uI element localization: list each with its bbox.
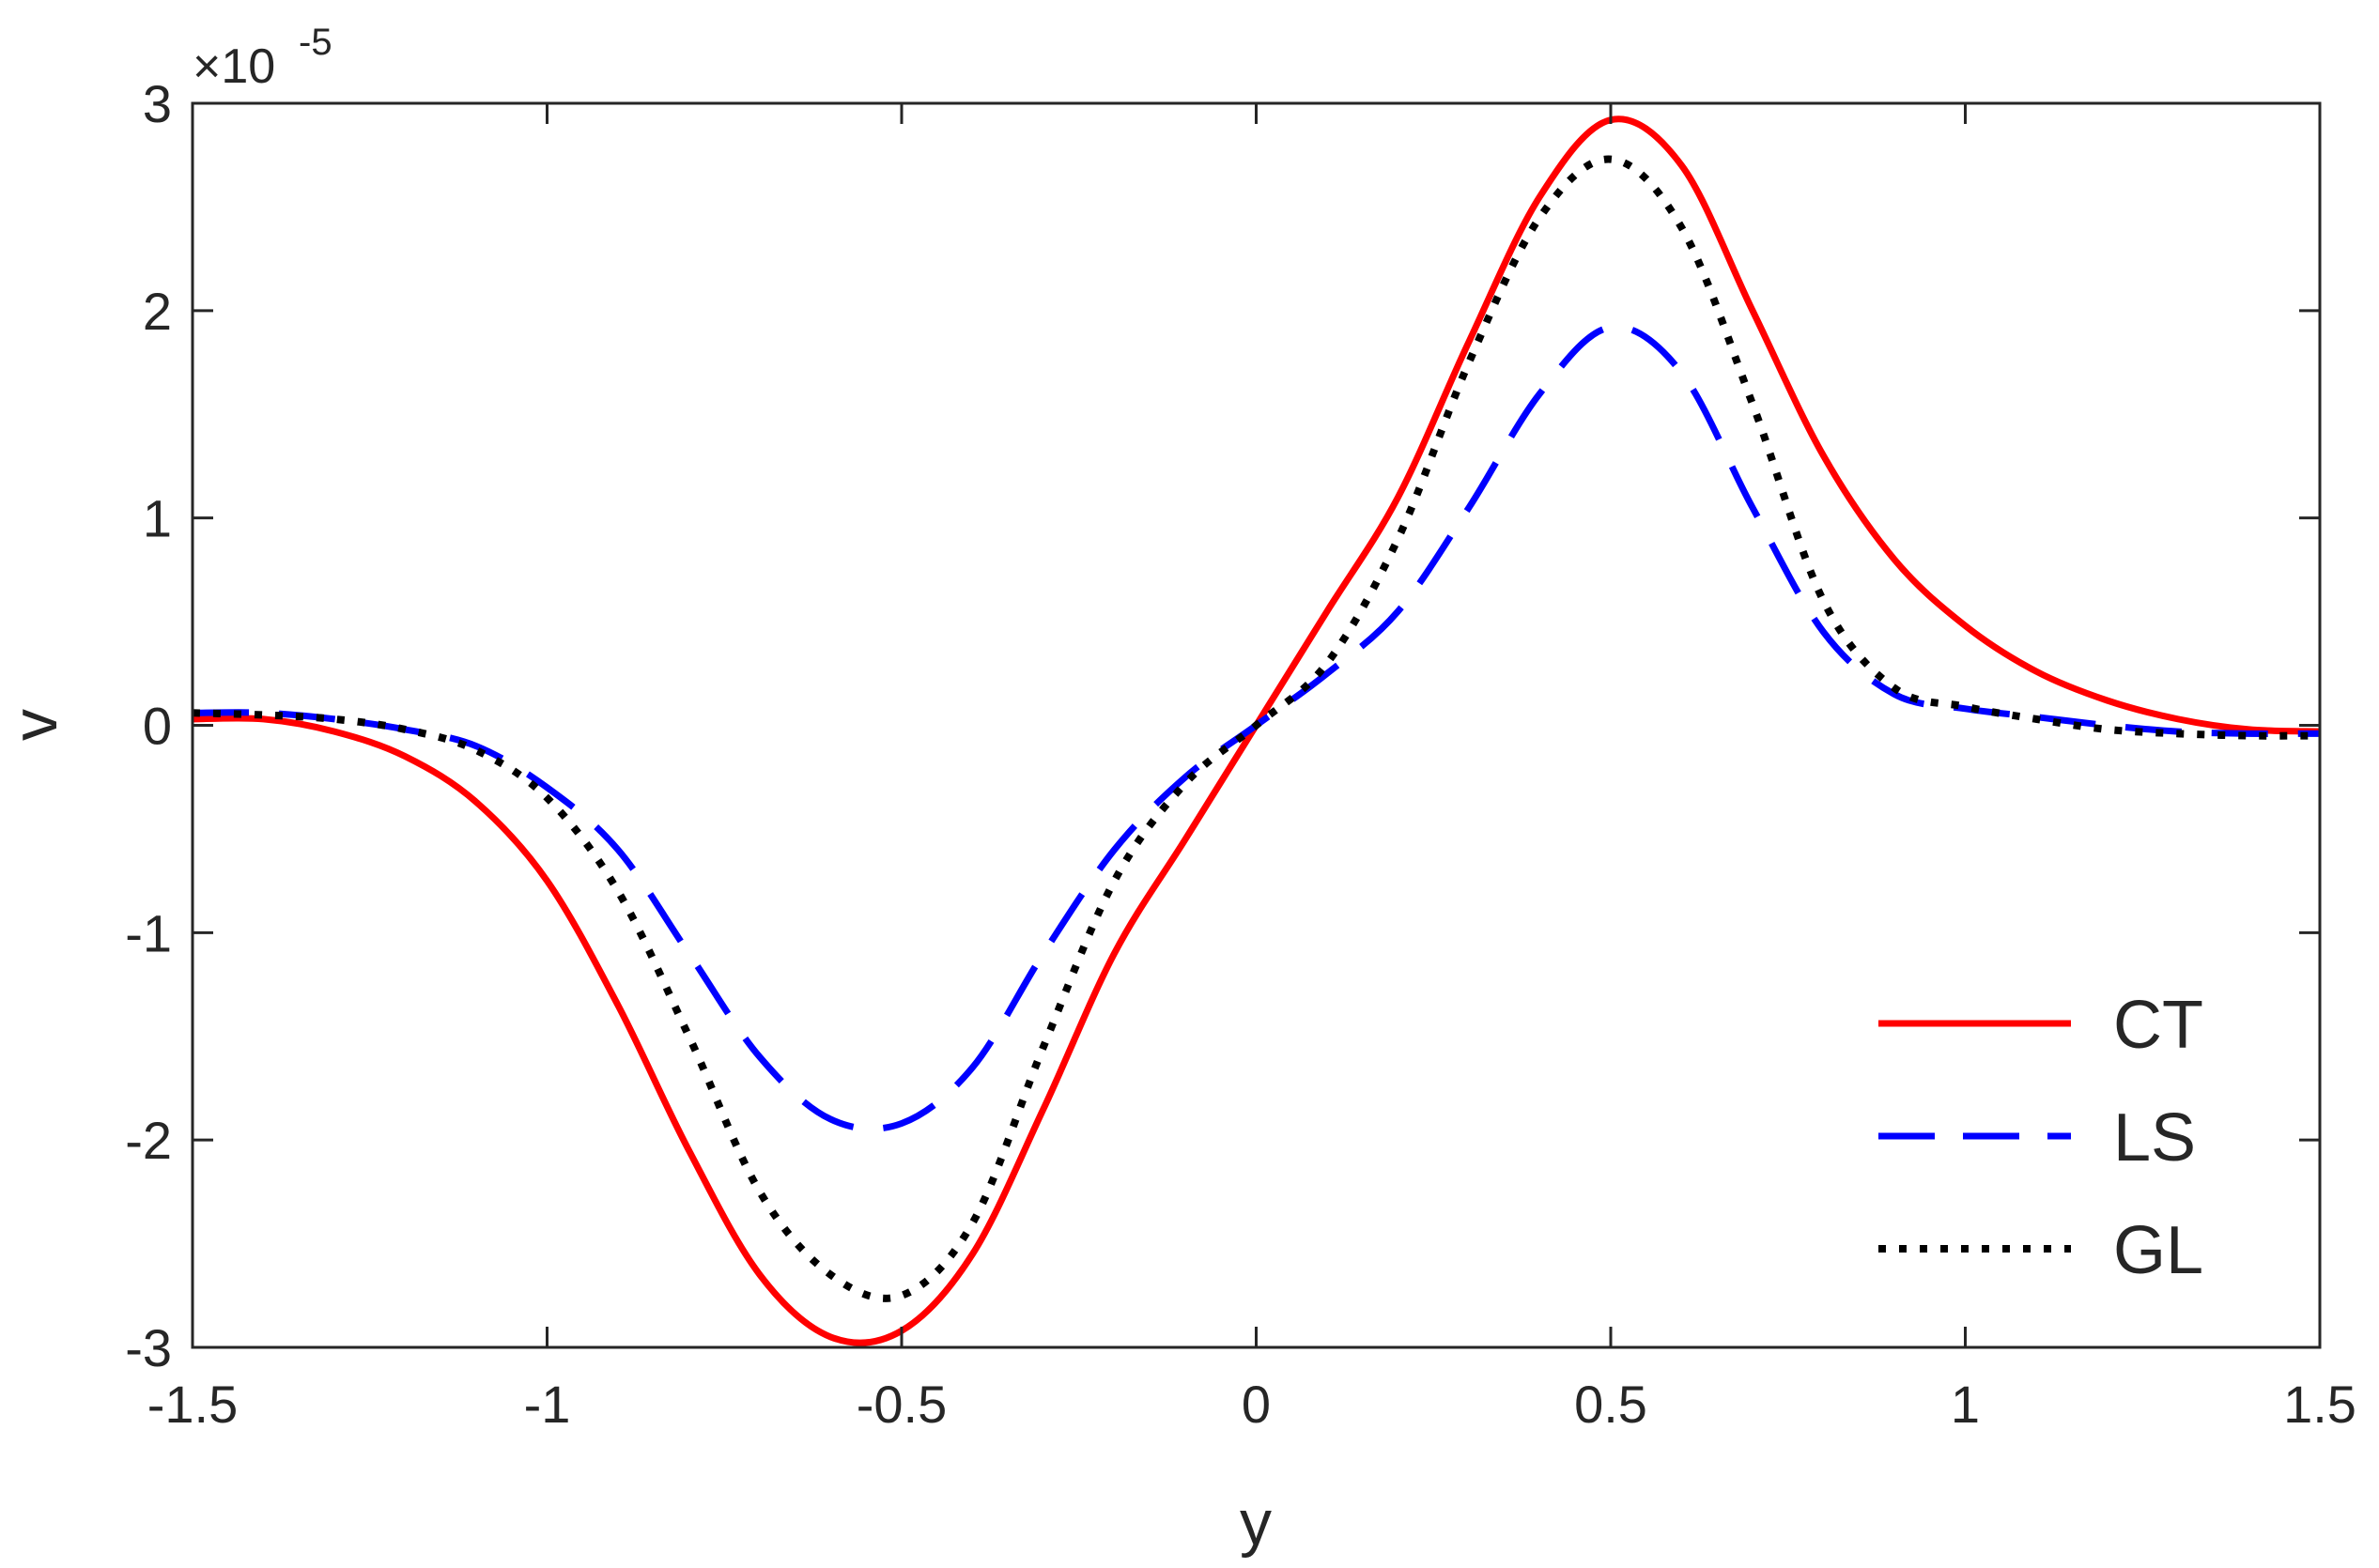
- y-multiplier-base: ×10: [193, 39, 275, 94]
- x-tick-label: -0.5: [857, 1375, 948, 1434]
- y-tick-label: -3: [125, 1318, 172, 1377]
- legend-label-gl: GL: [2113, 1213, 2203, 1288]
- series-gl-line: [192, 155, 2321, 1302]
- series-ct-line: [192, 115, 2321, 1346]
- y-tick-label: 1: [143, 489, 172, 548]
- x-tick-label: -1.5: [147, 1375, 239, 1434]
- y-tick-label: 2: [143, 282, 172, 341]
- y-tick-label: -1: [125, 903, 172, 962]
- x-tick-label: -1: [524, 1375, 571, 1434]
- y-tick-label: 0: [143, 697, 172, 756]
- x-tick-label: 1: [1951, 1375, 1980, 1434]
- y-multiplier-exponent: -5: [299, 22, 332, 63]
- x-axis-label: y: [1240, 1487, 1272, 1559]
- legend: CT LS GL: [1878, 988, 2203, 1288]
- y-tick-label: -2: [125, 1111, 172, 1170]
- y-axis-label: v: [0, 709, 70, 741]
- series-layer: [192, 115, 2321, 1346]
- x-tick-label: 1.5: [2283, 1375, 2356, 1434]
- x-tick-label: 0: [1242, 1375, 1271, 1434]
- legend-label-ls: LS: [2113, 1100, 2196, 1176]
- y-tick-label: 3: [143, 74, 172, 133]
- y-multiplier: ×10 -5: [193, 22, 332, 94]
- x-tick-label: 0.5: [1574, 1375, 1647, 1434]
- legend-label-ct: CT: [2113, 988, 2203, 1063]
- ticks-layer: -1.5 -1 -0.5 0 0.5 1 1.5 -3 -2 -1 0 1 2 3: [125, 74, 2356, 1434]
